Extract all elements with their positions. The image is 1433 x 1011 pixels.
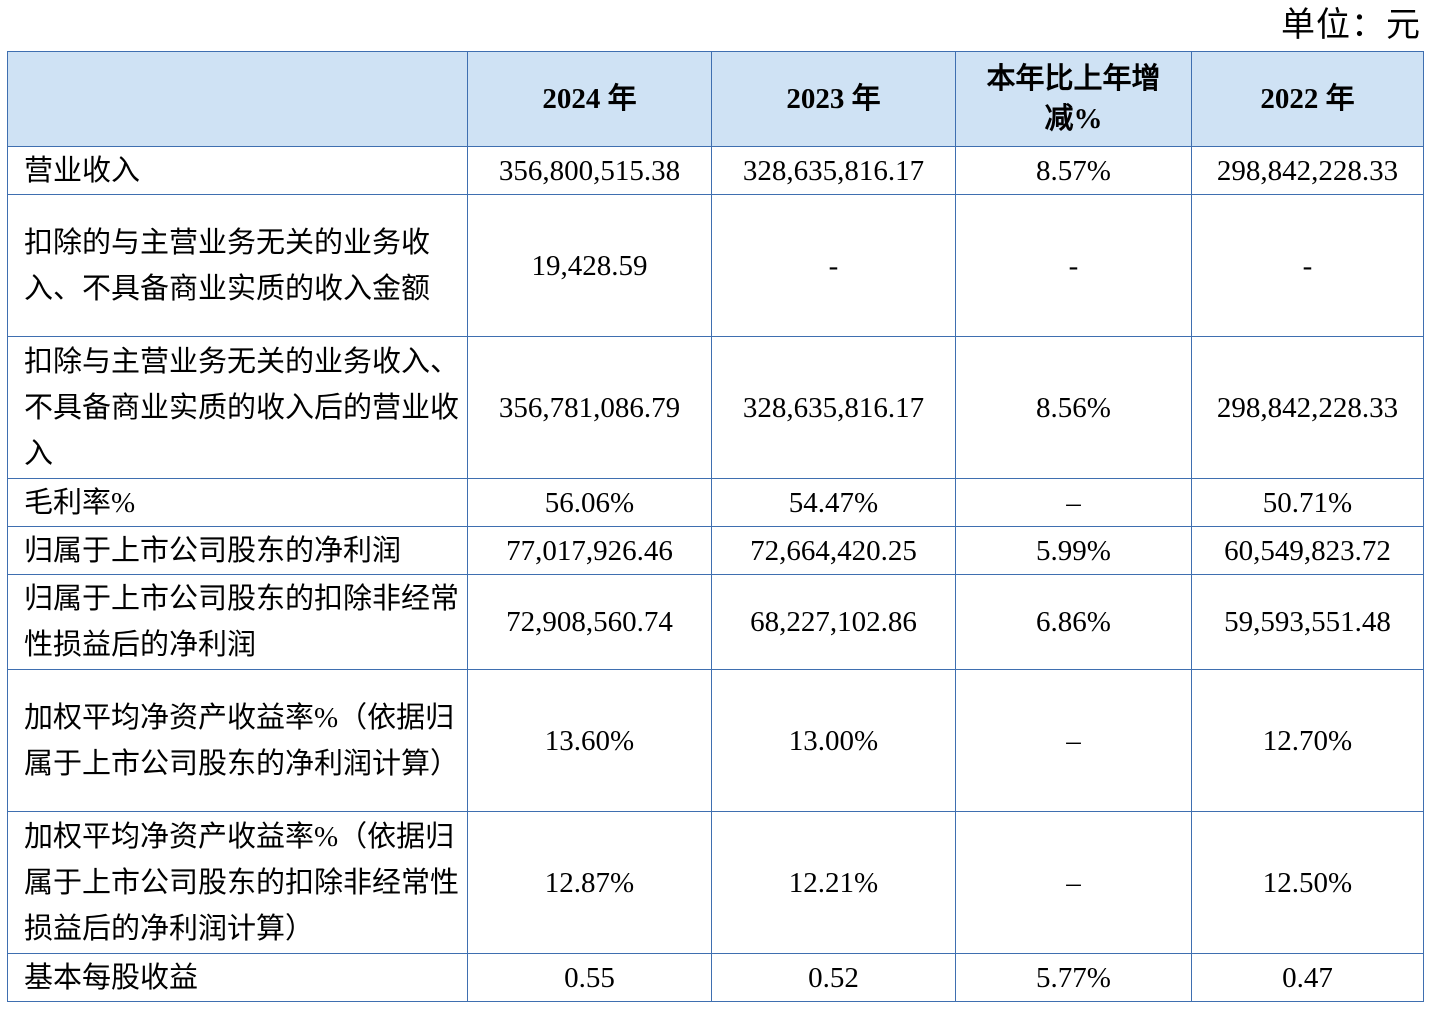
cell-2022: - — [1191, 194, 1424, 337]
table-row: 加权平均净资产收益率%（依据归属于上市公司股东的净利润计算） 13.60% 13… — [7, 669, 1424, 812]
cell-2024: 56.06% — [467, 478, 712, 527]
cell-change: 5.77% — [955, 953, 1192, 1002]
header-change: 本年比上年增减% — [955, 51, 1192, 147]
cell-2024: 0.55 — [467, 953, 712, 1002]
cell-2022: 59,593,551.48 — [1191, 574, 1424, 670]
cell-2022: 298,842,228.33 — [1191, 336, 1424, 479]
row-label: 扣除与主营业务无关的业务收入、不具备商业实质的收入后的营业收入 — [7, 336, 468, 479]
row-label: 加权平均净资产收益率%（依据归属于上市公司股东的扣除非经常性损益后的净利润计算） — [7, 811, 468, 954]
cell-2023: 68,227,102.86 — [711, 574, 956, 670]
row-label: 基本每股收益 — [7, 953, 468, 1002]
cell-change: 6.86% — [955, 574, 1192, 670]
table-row: 营业收入 356,800,515.38 328,635,816.17 8.57%… — [7, 146, 1424, 195]
cell-change: 8.56% — [955, 336, 1192, 479]
cell-2024: 356,781,086.79 — [467, 336, 712, 479]
header-2022: 2022 年 — [1191, 51, 1424, 147]
cell-2023: 54.47% — [711, 478, 956, 527]
table-row: 加权平均净资产收益率%（依据归属于上市公司股东的扣除非经常性损益后的净利润计算）… — [7, 811, 1424, 954]
cell-2024: 19,428.59 — [467, 194, 712, 337]
table-row: 归属于上市公司股东的净利润 77,017,926.46 72,664,420.2… — [7, 526, 1424, 575]
row-label: 毛利率% — [7, 478, 468, 527]
table-row: 扣除与主营业务无关的业务收入、不具备商业实质的收入后的营业收入 356,781,… — [7, 336, 1424, 479]
cell-2023: 0.52 — [711, 953, 956, 1002]
row-label: 归属于上市公司股东的净利润 — [7, 526, 468, 575]
cell-2024: 13.60% — [467, 669, 712, 812]
cell-2024: 77,017,926.46 — [467, 526, 712, 575]
cell-change: 5.99% — [955, 526, 1192, 575]
unit-label: 单位：元 — [1281, 7, 1421, 44]
table-row: 扣除的与主营业务无关的业务收入、不具备商业实质的收入金额 19,428.59 -… — [7, 194, 1424, 337]
cell-2023: 12.21% — [711, 811, 956, 954]
row-label: 扣除的与主营业务无关的业务收入、不具备商业实质的收入金额 — [7, 194, 468, 337]
cell-2022: 12.50% — [1191, 811, 1424, 954]
cell-2024: 356,800,515.38 — [467, 146, 712, 195]
table-row: 基本每股收益 0.55 0.52 5.77% 0.47 — [7, 953, 1424, 1002]
cell-2023: 72,664,420.25 — [711, 526, 956, 575]
cell-change: 8.57% — [955, 146, 1192, 195]
row-label: 归属于上市公司股东的扣除非经常性损益后的净利润 — [7, 574, 468, 670]
cell-2024: 72,908,560.74 — [467, 574, 712, 670]
row-label: 营业收入 — [7, 146, 468, 195]
cell-2023: 328,635,816.17 — [711, 146, 956, 195]
cell-change: – — [955, 669, 1192, 812]
row-label: 加权平均净资产收益率%（依据归属于上市公司股东的净利润计算） — [7, 669, 468, 812]
cell-2022: 50.71% — [1191, 478, 1424, 527]
cell-change: - — [955, 194, 1192, 337]
cell-change: – — [955, 478, 1192, 527]
cell-2023: 13.00% — [711, 669, 956, 812]
cell-2023: - — [711, 194, 956, 337]
cell-2022: 60,549,823.72 — [1191, 526, 1424, 575]
header-2024: 2024 年 — [467, 51, 712, 147]
table-row: 毛利率% 56.06% 54.47% – 50.71% — [7, 478, 1424, 527]
financial-summary-table: 2024 年 2023 年 本年比上年增减% 2022 年 营业收入 356,8… — [7, 51, 1424, 1002]
cell-2023: 328,635,816.17 — [711, 336, 956, 479]
cell-2022: 0.47 — [1191, 953, 1424, 1002]
cell-2024: 12.87% — [467, 811, 712, 954]
table-header-row: 2024 年 2023 年 本年比上年增减% 2022 年 — [7, 51, 1424, 147]
cell-2022: 12.70% — [1191, 669, 1424, 812]
header-2023: 2023 年 — [711, 51, 956, 147]
cell-change: – — [955, 811, 1192, 954]
cell-2022: 298,842,228.33 — [1191, 146, 1424, 195]
table-row: 归属于上市公司股东的扣除非经常性损益后的净利润 72,908,560.74 68… — [7, 574, 1424, 670]
header-item — [7, 51, 468, 147]
